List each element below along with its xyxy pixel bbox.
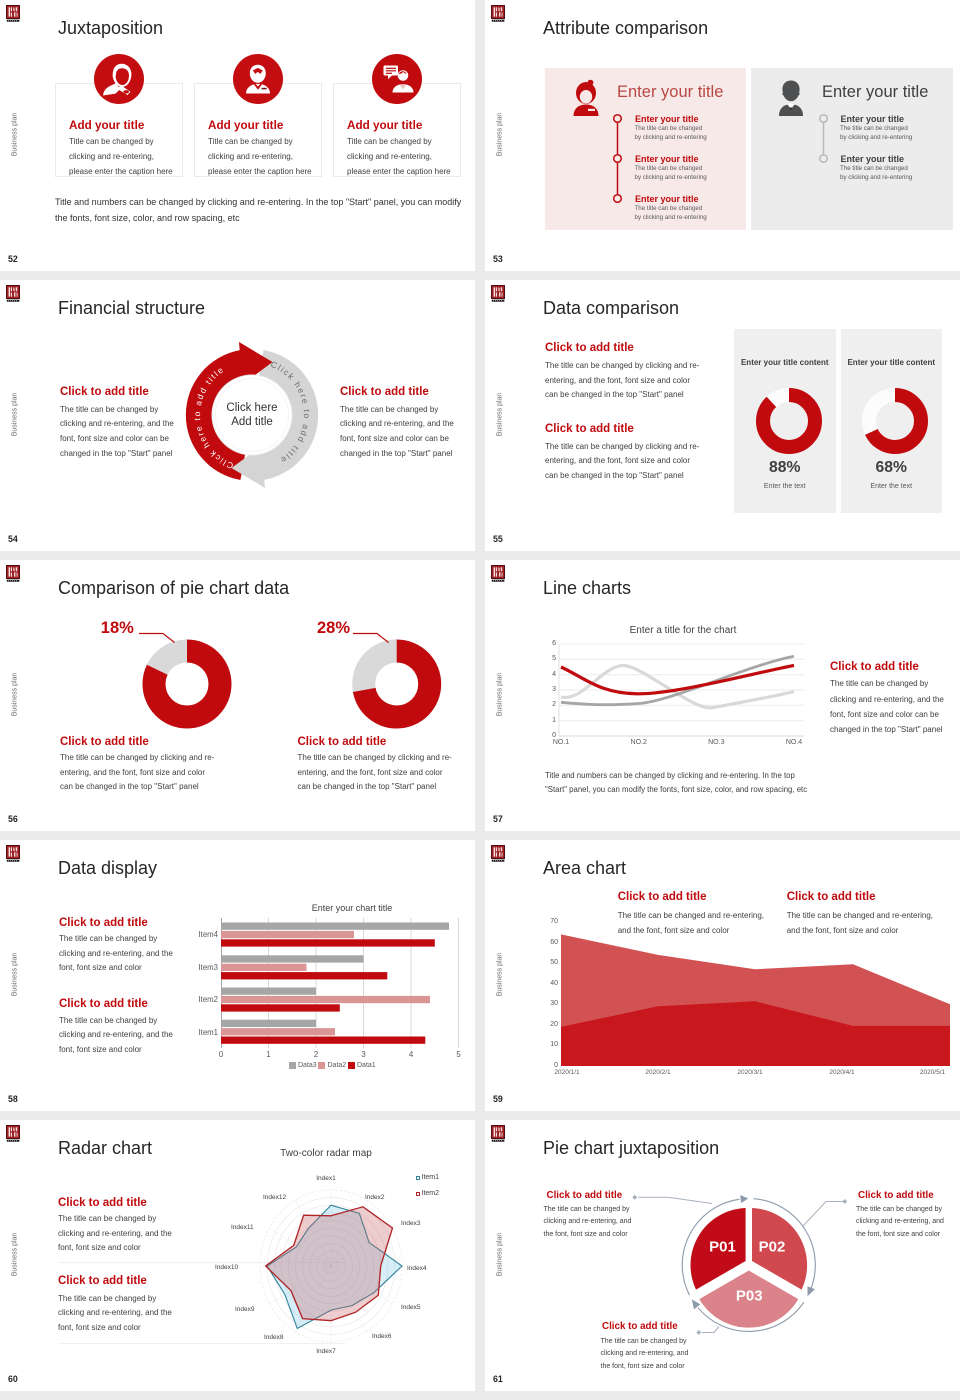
svg-text:P02: P02 [759,1239,786,1256]
svg-text:P03: P03 [736,1288,763,1305]
svg-text:P01: P01 [709,1239,736,1256]
